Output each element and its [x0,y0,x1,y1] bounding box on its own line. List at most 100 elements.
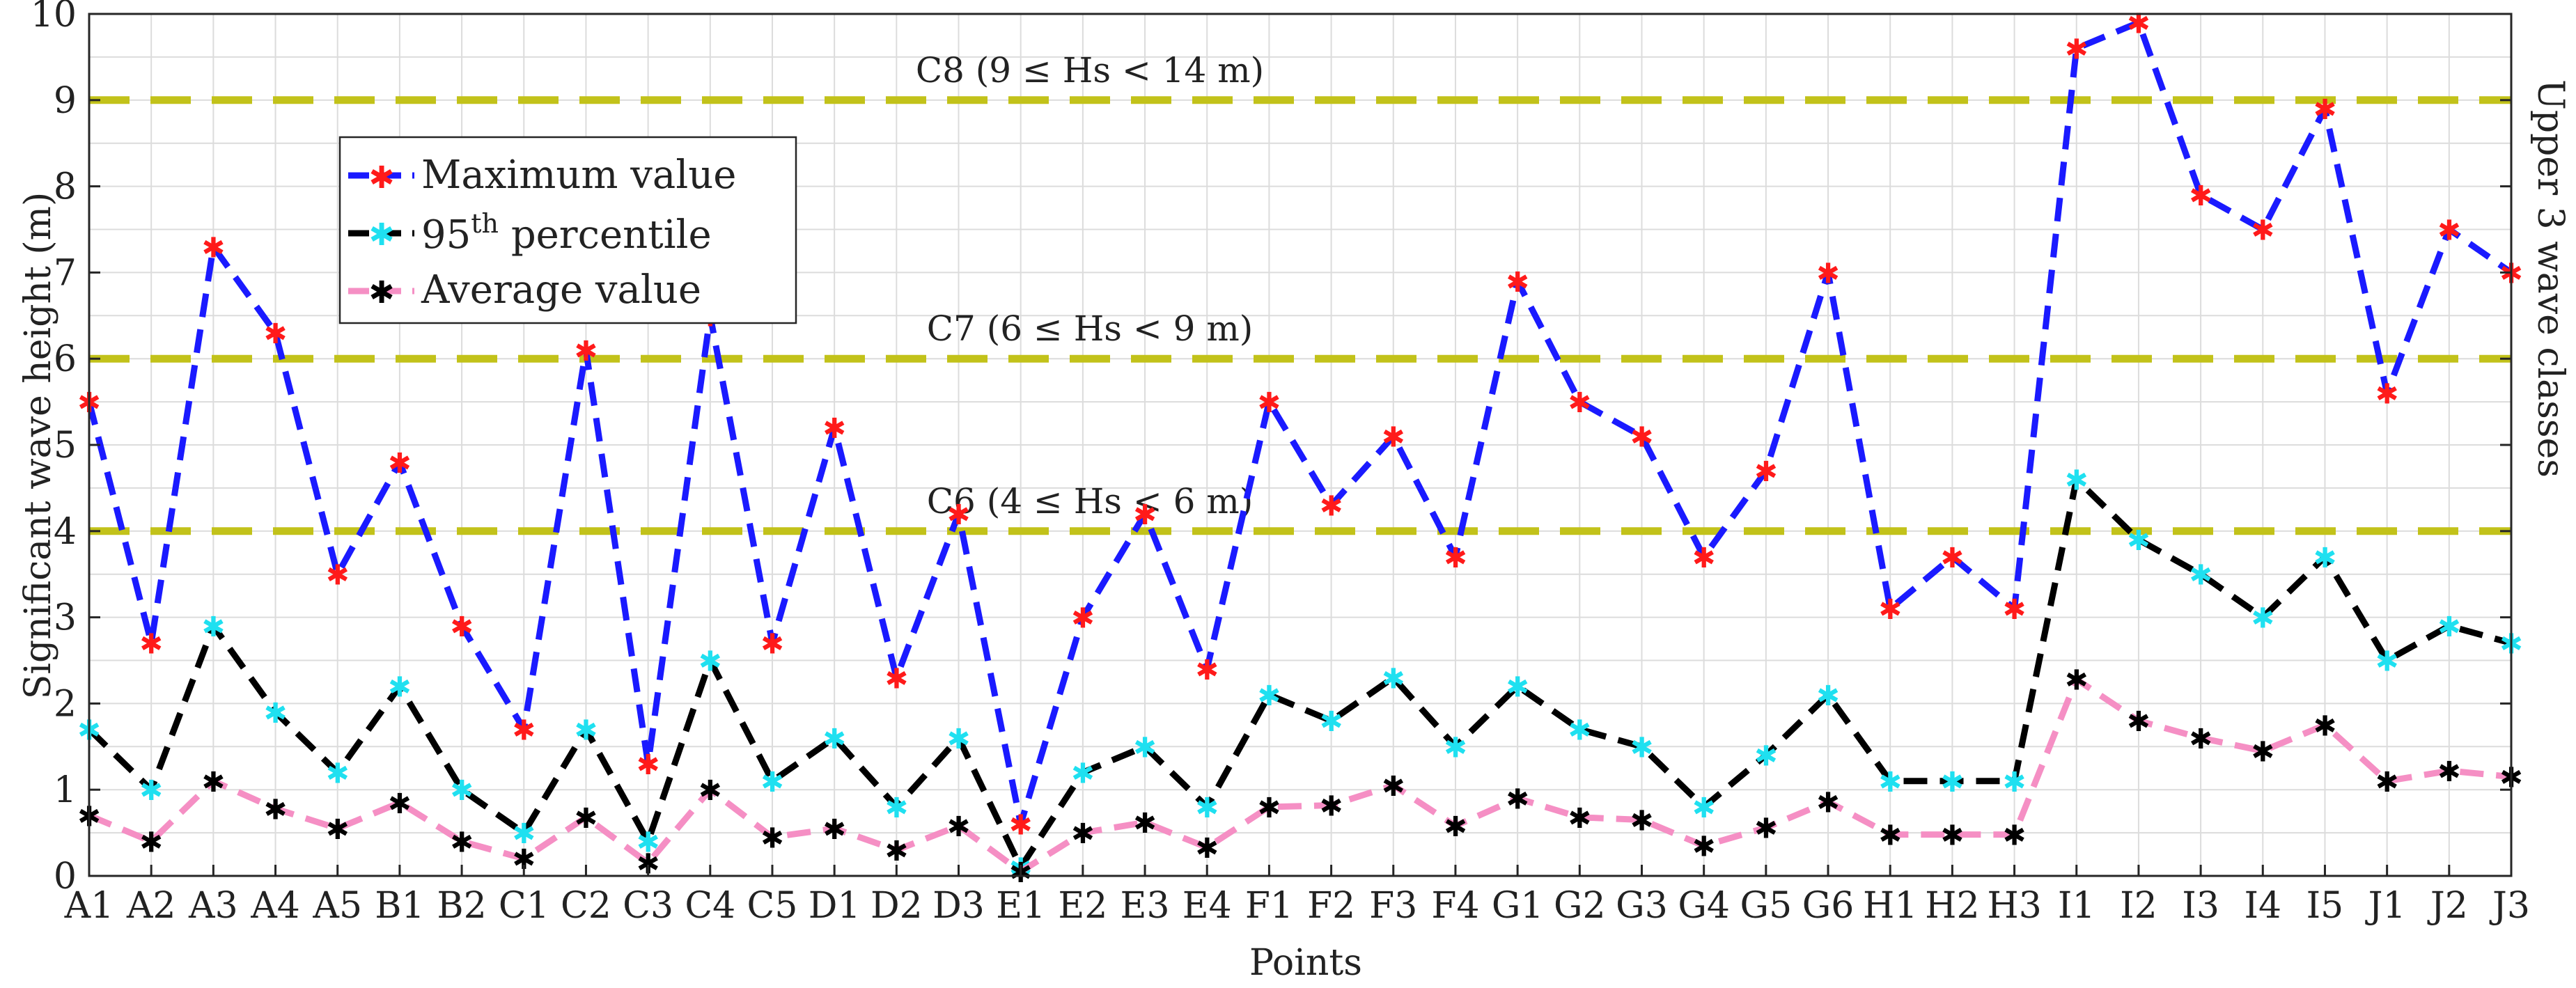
data-point-max-h3: ✱ [2003,594,2027,626]
legend-box [338,136,797,324]
data-point-avg-d1: ✱ [822,814,846,846]
x-tick-label-e3: E3 [1121,885,1170,927]
x-tick-label-c3: C3 [623,885,673,927]
legend: ✱ Maximum value ✱ 95th percentile ✱ Aver… [338,136,797,324]
x-tick-label-g2: G2 [1554,885,1606,927]
data-point-p95-d1: ✱ [822,723,846,755]
x-tick-label-a4: A4 [250,885,300,927]
x-tick-label-h2: H2 [1925,885,1979,927]
data-point-p95-i1: ✱ [2065,465,2089,497]
y-tick-label-4: 4 [54,511,77,553]
data-point-p95-j2: ✱ [2437,611,2461,643]
x-tick-label-a2: A2 [126,885,176,927]
x-tick-label-e2: E2 [1058,885,1107,927]
data-point-max-d1: ✱ [822,413,846,445]
data-point-p95-b2: ✱ [450,775,474,807]
data-point-avg-g6: ✱ [1816,787,1840,820]
series-group: ✱ ✱ ✱ ✱ ✱ ✱ ✱ ✱ ✱ ✱ ✱ ✱ ✱ ✱ ✱ ✱ ✱ ✱ ✱ ✱ ✱ ✱ ✱ ✱ ✱ ✱ ✱ ✱ ✱ ✱ ✱ ✱ ✱ ✱ ✱ ✱ ✱ ✱ ✱ ✱… [77,8,2523,888]
data-point-max-g1: ✱ [1506,267,1529,299]
data-point-max-b1: ✱ [388,448,412,480]
data-point-p95-a5: ✱ [326,758,350,790]
x-tick-label-e4: E4 [1182,885,1232,927]
legend-marker-max: ✱ [369,160,395,196]
data-point-avg-b1: ✱ [388,788,412,820]
x-tick-label-c1: C1 [499,885,549,927]
data-point-p95-d2: ✱ [885,792,909,824]
data-point-avg-g2: ✱ [1568,803,1592,835]
data-point-avg-h2: ✱ [1941,820,1965,852]
x-tick-label-h3: H3 [1987,885,2041,927]
legend-label-p95-suffix: percentile [499,212,712,258]
legend-marker-avg: ✱ [369,275,395,311]
data-point-p95-e2: ✱ [1071,758,1095,790]
data-point-avg-e2: ✱ [1071,818,1095,850]
band-label-0: C8 (9 ≤ Hs < 14 m) [916,50,1264,91]
data-point-p95-f4: ✱ [1444,732,1467,764]
data-point-max-i5: ✱ [2313,94,2337,126]
y-tick-label-7: 7 [54,252,77,294]
series-line-avg [88,676,2512,875]
data-point-p95-g4: ✱ [1692,792,1716,824]
data-point-max-a2: ✱ [139,629,163,661]
y-tick-label-5: 5 [54,425,77,466]
y-tick-label-10: 10 [31,0,77,36]
data-point-max-c2: ✱ [575,336,598,368]
x-tick-label-i2: I2 [2120,885,2157,927]
data-point-max-g2: ✱ [1568,387,1592,419]
data-point-max-g4: ✱ [1692,542,1716,574]
data-point-avg-i3: ✱ [2189,723,2212,755]
legend-label-p95-number: 95 [421,212,471,258]
data-point-max-c5: ✱ [760,629,784,661]
data-point-avg-e4: ✱ [1195,833,1219,865]
data-point-max-b2: ✱ [450,611,474,643]
x-tick-label-f4: F4 [1431,885,1479,927]
x-tick-label-g5: G5 [1740,885,1793,927]
legend-label-max: Maximum value [421,152,736,198]
data-point-p95-f2: ✱ [1320,706,1343,738]
data-point-avg-d2: ✱ [885,836,909,868]
legend-marker-p95: ✱ [369,217,395,253]
data-point-max-i2: ✱ [2127,8,2150,40]
data-point-avg-a3: ✱ [202,767,226,799]
y-tick-label-0: 0 [54,856,77,897]
data-point-p95-g1: ✱ [1506,672,1529,704]
data-point-avg-b2: ✱ [450,826,474,858]
data-point-avg-a4: ✱ [264,794,288,826]
y-tick-label-6: 6 [54,338,77,380]
data-point-p95-c5: ✱ [760,767,784,799]
right-side-label: Upper 3 wave classes [2529,79,2571,478]
data-point-p95-j1: ✱ [2375,646,2399,678]
data-point-p95-d3: ✱ [947,723,971,755]
data-point-max-g5: ✱ [1754,456,1778,488]
data-point-p95-i5: ✱ [2313,542,2337,574]
y-axis-title: Significant wave height (m) [17,192,59,700]
data-point-max-e4: ✱ [1195,654,1219,687]
data-point-avg-c4: ✱ [698,775,722,807]
x-tick-label-a1: A1 [64,885,114,927]
data-point-max-a4: ✱ [264,318,288,350]
data-point-max-c3: ✱ [637,749,660,781]
data-point-p95-g6: ✱ [1816,680,1840,712]
data-point-max-i4: ✱ [2251,215,2275,247]
x-tick-label-a3: A3 [188,885,238,927]
data-point-max-j2: ✱ [2437,215,2461,247]
data-point-p95-c2: ✱ [575,715,598,747]
y-tick-label-3: 3 [54,597,77,639]
data-point-avg-c2: ✱ [575,803,598,835]
data-point-p95-g5: ✱ [1754,741,1778,773]
data-point-avg-i4: ✱ [2251,736,2275,768]
data-point-avg-g3: ✱ [1630,806,1654,838]
data-point-p95-g2: ✱ [1568,715,1592,747]
data-point-avg-a2: ✱ [139,826,163,858]
wave-class-bands: C8 (9 ≤ Hs < 14 m) C7 (6 ≤ Hs < 9 m) C6 (4… [89,50,2511,535]
data-point-p95-e4: ✱ [1195,792,1219,824]
legend-label-p95-superscript: th [471,208,499,239]
data-point-max-i3: ✱ [2189,180,2212,212]
data-point-max-j1: ✱ [2375,379,2399,411]
data-point-avg-j1: ✱ [2375,767,2399,799]
x-tick-label-g6: G6 [1802,885,1855,927]
data-point-max-f2: ✱ [1320,491,1343,523]
data-point-max-h1: ✱ [1878,594,1902,626]
axis-ticks: A1 A2 A3 A4 A5 B1 B2 C1 C2 C3 C4 C5 D1 D2 D3 E1 E2 E3 E4 F1… [31,0,2530,927]
